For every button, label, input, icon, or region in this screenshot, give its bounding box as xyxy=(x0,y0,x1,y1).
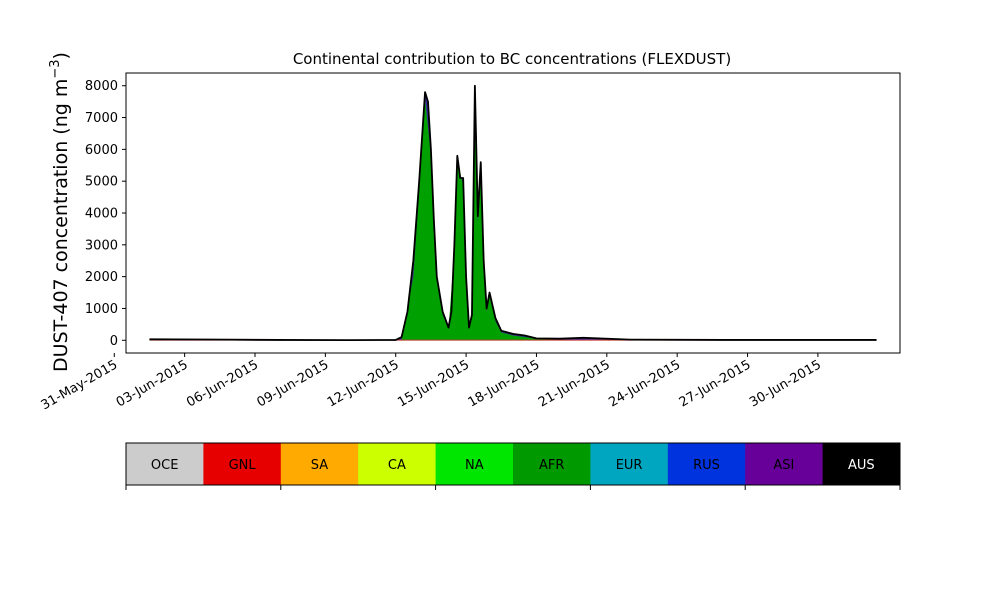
colorbar-swatch-na xyxy=(435,443,514,485)
colorbar-label-gnl: GNL xyxy=(229,458,257,473)
y-axis-label-close: ) xyxy=(50,52,72,59)
colorbar-swatch-aus xyxy=(822,443,901,485)
y-axis-label-superscript: −3 xyxy=(48,59,63,78)
colorbar-frame xyxy=(125,442,901,486)
colorbar-label-rus: RUS xyxy=(693,458,720,473)
x-axis: 31-May-201503-Jun-201506-Jun-201509-Jun-… xyxy=(39,353,824,413)
series-layer xyxy=(149,84,877,342)
x-tick-label: 12-Jun-2015 xyxy=(325,357,402,410)
x-tick-label: 15-Jun-2015 xyxy=(395,357,472,410)
colorbar-label-asi: ASI xyxy=(773,458,794,473)
y-tick-label: 6000 xyxy=(85,143,118,158)
x-tick-label: 03-Jun-2015 xyxy=(114,357,191,410)
y-tick-label: 2000 xyxy=(85,270,118,285)
colorbar-swatch-oce xyxy=(126,443,204,485)
y-axis-label-main: DUST-407 concentration (ng m xyxy=(50,79,72,372)
colorbar-label-afr: AFR xyxy=(539,458,564,473)
y-axis-label: DUST-407 concentration (ng m−3) xyxy=(48,52,72,372)
y-tick-label: 1000 xyxy=(85,302,118,317)
colorbar-label-na: NA xyxy=(465,458,484,473)
x-tick-label: 30-Jun-2015 xyxy=(747,357,824,410)
colorbar-swatch-eur xyxy=(590,443,669,485)
y-tick-label: 3000 xyxy=(85,238,118,253)
y-axis: 0 1000 2000 3000 4000 5000 6000 7000 8000 xyxy=(85,79,126,349)
colorbar-label-aus: AUS xyxy=(848,458,875,473)
colorbar-label-ca: CA xyxy=(388,458,406,473)
y-tick-label: 7000 xyxy=(85,111,118,126)
colorbar-swatch-asi xyxy=(745,443,824,485)
region-colorbar: OCE GNL SA CA NA AFR EUR RUS ASI AUS xyxy=(125,442,901,490)
x-tick-label: 24-Jun-2015 xyxy=(606,357,683,410)
series-total-line xyxy=(149,84,877,342)
y-tick-label: 5000 xyxy=(85,175,118,190)
colorbar-swatch-sa xyxy=(280,443,359,485)
colorbar-swatch-ca xyxy=(358,443,437,485)
x-tick-label: 09-Jun-2015 xyxy=(255,357,332,410)
colorbar-label-eur: EUR xyxy=(616,458,643,473)
x-tick-label: 21-Jun-2015 xyxy=(536,357,613,410)
x-tick-label: 18-Jun-2015 xyxy=(466,357,543,410)
chart-title: Continental contribution to BC concentra… xyxy=(293,50,731,68)
colorbar-label-oce: OCE xyxy=(151,458,179,473)
colorbar-label-sa: SA xyxy=(311,458,328,473)
series-afr-area xyxy=(401,95,560,341)
y-tick-label: 8000 xyxy=(85,79,118,94)
y-tick-label: 4000 xyxy=(85,207,118,222)
colorbar-swatch-rus xyxy=(667,443,746,485)
series-other-area xyxy=(149,85,877,341)
plot-area-frame xyxy=(125,72,901,354)
x-tick-label: 27-Jun-2015 xyxy=(677,357,754,410)
y-tick-label: 0 xyxy=(110,334,118,349)
x-tick-label: 06-Jun-2015 xyxy=(184,357,261,410)
colorbar-swatch-afr xyxy=(513,443,591,485)
colorbar-swatch-gnl xyxy=(203,443,282,485)
